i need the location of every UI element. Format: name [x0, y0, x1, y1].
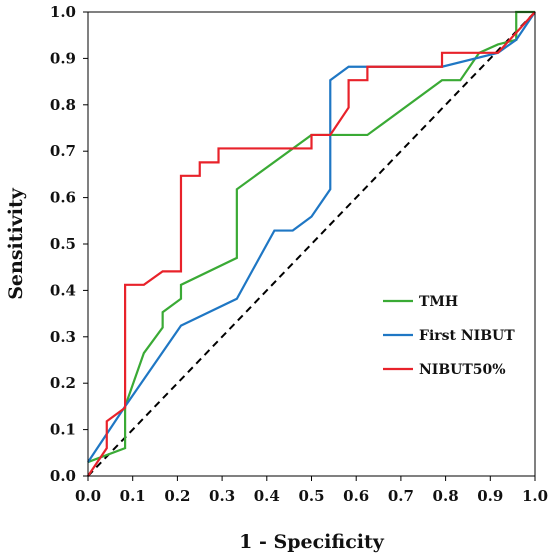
y-tick-label: 0.0 [50, 467, 76, 485]
y-tick-label: 0.8 [50, 96, 76, 114]
reference-diagonal-line [87, 11, 536, 477]
x-tick-label: 0.2 [164, 487, 190, 505]
x-tick-label: 1.0 [522, 487, 548, 505]
y-tick-label: 0.7 [50, 142, 76, 160]
axes: 0.0 0.1 0.2 0.3 0.4 0.5 0.6 0.7 0.8 0.9 1.0 0.0 0.1 0… [50, 3, 548, 505]
series-line-tmh [87, 10, 535, 464]
legend-label-tmh: TMH [419, 294, 458, 310]
y-tick-label: 0.4 [50, 281, 76, 299]
y-tick-label: 0.6 [50, 189, 76, 207]
x-tick-label: 0.0 [75, 487, 101, 505]
legend-label-first-nibut: First NIBUT [419, 328, 515, 344]
series-line-first-nibut [87, 11, 536, 463]
x-tick-label: 0.3 [209, 487, 235, 505]
series-line-nibut50- [87, 11, 536, 477]
y-tick-label: 0.9 [50, 49, 76, 67]
x-tick-label: 0.8 [433, 487, 459, 505]
x-tick-label: 0.1 [120, 487, 146, 505]
y-tick-label: 1.0 [50, 3, 76, 21]
y-tick-label: 0.3 [50, 328, 76, 346]
y-tick-label: 0.5 [50, 235, 76, 253]
x-tick-label: 0.9 [477, 487, 503, 505]
legend-label-nibut50-: NIBUT50% [419, 362, 506, 378]
x-tick-label: 0.5 [298, 487, 324, 505]
y-axis-title: Sensitivity [5, 187, 27, 300]
legend: TMH First NIBUT NIBUT50% [383, 294, 515, 378]
x-tick-label: 0.4 [254, 487, 280, 505]
plot-area [87, 10, 536, 477]
x-axis-title: 1 - Specificity [239, 531, 385, 553]
x-tick-label: 0.6 [343, 487, 369, 505]
x-tick-label: 0.7 [388, 487, 414, 505]
y-tick-label: 0.2 [50, 374, 76, 392]
y-tick-label: 0.1 [50, 421, 76, 439]
